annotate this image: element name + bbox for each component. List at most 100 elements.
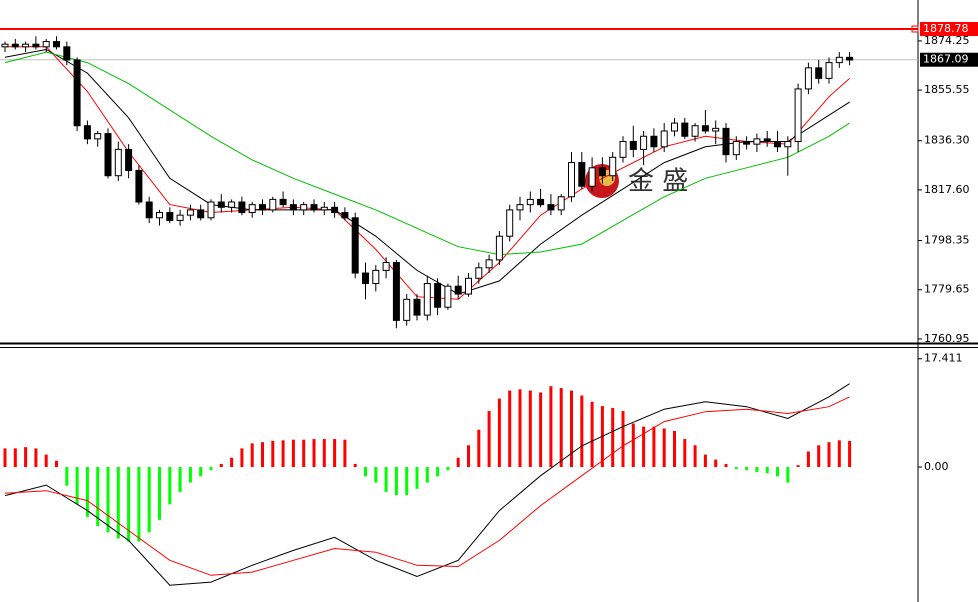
histogram-bar bbox=[714, 459, 718, 468]
y-tick-label: 1760.95 bbox=[924, 332, 970, 345]
candle-body bbox=[506, 209, 514, 237]
histogram-bar bbox=[642, 426, 646, 468]
candle-body bbox=[238, 201, 246, 214]
histogram-bar bbox=[806, 451, 810, 468]
candle-body bbox=[547, 204, 555, 211]
histogram-bar bbox=[683, 439, 687, 468]
histogram-bar bbox=[34, 448, 38, 468]
histogram-bar bbox=[3, 448, 7, 468]
candle-body bbox=[804, 67, 812, 90]
histogram-bar bbox=[219, 463, 223, 468]
histogram-bar bbox=[116, 467, 120, 539]
candle-body bbox=[22, 43, 30, 48]
histogram-bar bbox=[518, 389, 522, 468]
candle-body bbox=[351, 217, 359, 274]
candle-body bbox=[815, 67, 823, 79]
indicator-line bbox=[4, 396, 850, 576]
candle-body bbox=[578, 162, 586, 187]
histogram-bar bbox=[333, 439, 337, 468]
histogram-bar bbox=[570, 390, 573, 468]
histogram-bar bbox=[13, 448, 17, 468]
candle-body bbox=[135, 169, 143, 203]
histogram-bar bbox=[353, 463, 357, 468]
histogram-bar bbox=[590, 401, 594, 468]
candle-body bbox=[269, 198, 277, 211]
candle-body bbox=[176, 214, 184, 221]
candle-body bbox=[372, 269, 380, 285]
candle-body bbox=[691, 125, 699, 137]
candle-body bbox=[331, 206, 339, 214]
histogram-bar bbox=[374, 467, 378, 483]
histogram-bar bbox=[147, 467, 151, 533]
candle-body bbox=[444, 285, 452, 308]
histogram-bar bbox=[65, 467, 69, 486]
y-tick-label: 1798.35 bbox=[924, 234, 970, 247]
histogram-bar bbox=[776, 467, 779, 477]
y-tick-label: 1874.25 bbox=[924, 34, 970, 47]
histogram-bar bbox=[24, 447, 28, 468]
candle-body bbox=[197, 209, 205, 219]
histogram-bar bbox=[528, 390, 532, 468]
candle-body bbox=[434, 283, 442, 308]
histogram-bar bbox=[621, 411, 625, 468]
histogram-bar bbox=[817, 445, 821, 468]
candle-body bbox=[63, 46, 71, 61]
y-tick-label: 1855.55 bbox=[924, 83, 970, 96]
candle-body bbox=[104, 133, 112, 177]
candle-body bbox=[763, 138, 771, 143]
histogram-bar bbox=[446, 467, 450, 471]
watermark: 金 盛 bbox=[628, 167, 688, 197]
candle-body bbox=[835, 56, 843, 64]
histogram-bar bbox=[497, 398, 501, 468]
y-tick-label: 1817.60 bbox=[924, 183, 970, 196]
histogram-bar bbox=[539, 392, 543, 468]
candle-body bbox=[279, 198, 287, 206]
y-tick-label: 0.00 bbox=[924, 460, 949, 473]
histogram-bar bbox=[178, 467, 182, 492]
histogram-bar bbox=[611, 407, 615, 468]
histogram-bar bbox=[127, 467, 131, 542]
indicator-line bbox=[4, 383, 850, 586]
candle-body bbox=[598, 167, 606, 177]
histogram-bar bbox=[55, 460, 58, 468]
level-label-bg bbox=[920, 21, 978, 36]
histogram-bar bbox=[188, 467, 192, 483]
candle-body bbox=[114, 148, 122, 177]
histogram-bar bbox=[827, 442, 831, 468]
candle-body bbox=[207, 201, 215, 219]
candle-body bbox=[629, 141, 637, 150]
candle-body bbox=[53, 41, 60, 48]
candle-body bbox=[660, 130, 668, 148]
histogram-bar bbox=[703, 454, 707, 468]
candle-body bbox=[382, 262, 390, 271]
candle-body bbox=[1, 43, 9, 48]
histogram-bar bbox=[364, 467, 367, 477]
level-label: 1878.78 bbox=[923, 22, 969, 35]
histogram-bar bbox=[580, 395, 584, 468]
histogram-bar bbox=[631, 423, 635, 468]
candle-body bbox=[774, 141, 781, 148]
candle-body bbox=[186, 209, 194, 216]
candle-body bbox=[609, 156, 617, 177]
candle-body bbox=[475, 267, 483, 279]
candle-body bbox=[671, 122, 678, 132]
histogram-bar bbox=[312, 439, 316, 468]
candle-body bbox=[537, 198, 545, 206]
histogram-bar bbox=[240, 448, 244, 468]
candle-body bbox=[217, 201, 225, 208]
candle-body bbox=[825, 62, 833, 79]
histogram-bar bbox=[75, 467, 79, 505]
histogram-bar bbox=[848, 440, 852, 468]
histogram-bar bbox=[250, 443, 254, 468]
histogram-bar bbox=[508, 390, 512, 468]
candle-body bbox=[228, 201, 236, 208]
candle-body bbox=[73, 59, 81, 127]
histogram-bar bbox=[693, 445, 697, 468]
level-marker bbox=[911, 25, 919, 33]
histogram-bar bbox=[230, 457, 234, 468]
histogram-bar bbox=[44, 454, 48, 468]
candle-body bbox=[125, 148, 133, 171]
histogram-bar bbox=[487, 411, 491, 468]
y-tick-label: 17.411 bbox=[924, 352, 963, 365]
